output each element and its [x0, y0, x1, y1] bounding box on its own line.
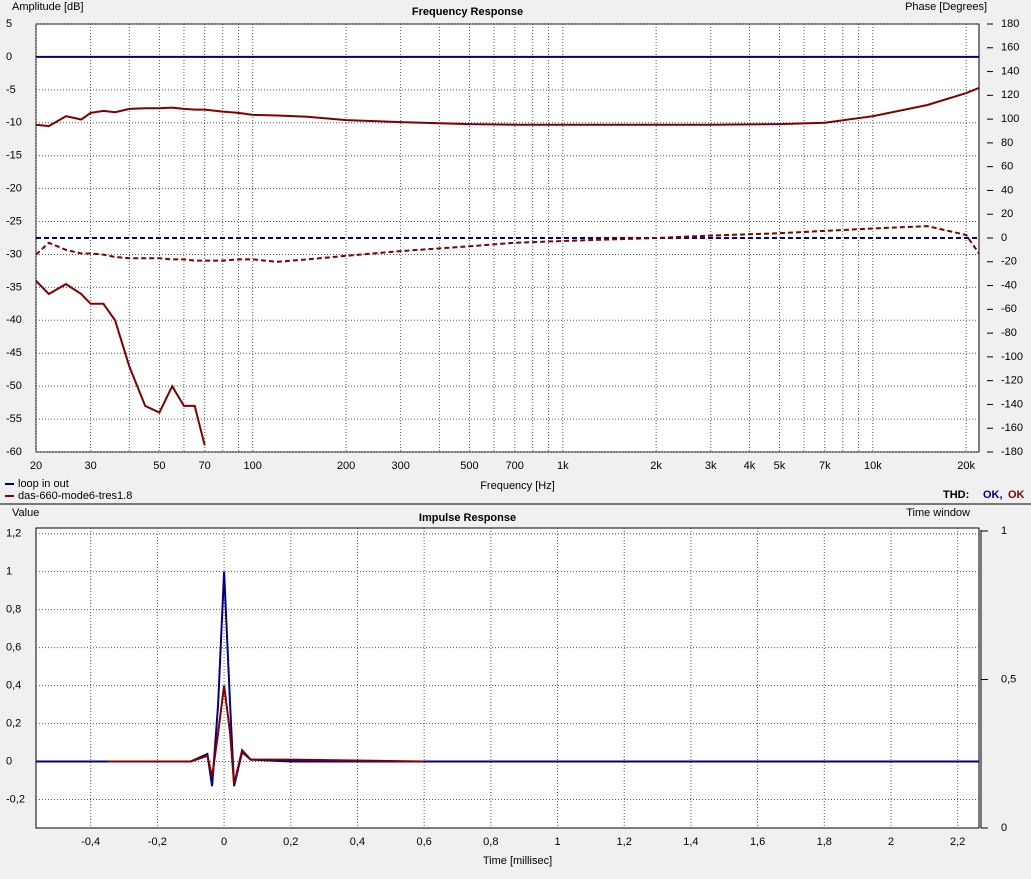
thd-status: OK [1008, 489, 1025, 501]
y-tick-label: -15 [6, 150, 22, 162]
y-tick-label: -5 [6, 84, 16, 96]
x-tick-label: 3k [705, 460, 717, 472]
y2-tick-label: -80 [1001, 327, 1017, 339]
y2-tick-label: -60 [1001, 303, 1017, 315]
y-tick-label: 0,4 [6, 680, 21, 692]
amplitude-line [107, 685, 425, 785]
x-tick-label: 70 [199, 460, 211, 472]
x-tick-label: 0,4 [350, 836, 365, 848]
x-tick-label: 2,2 [950, 836, 965, 848]
x-tick-label: 0 [221, 836, 227, 848]
y2-tick-label: -140 [1001, 398, 1023, 410]
legend-label: das-660-mode6-tres1.8 [18, 490, 132, 502]
legend-label: loop in out [18, 478, 69, 490]
x-tick-label: 700 [506, 460, 524, 472]
x-tick-label: 1 [554, 836, 560, 848]
y2-tick-label: 140 [1001, 65, 1019, 77]
x-tick-label: 0,8 [483, 836, 498, 848]
y2-tick-label: 100 [1001, 113, 1019, 125]
x-axis-label: Frequency [Hz] [480, 480, 555, 492]
y2-tick-label: 120 [1001, 89, 1019, 101]
x-tick-label: 1,2 [617, 836, 632, 848]
chart-title: Frequency Response [412, 6, 523, 18]
y2-tick-label: 80 [1001, 137, 1013, 149]
y-tick-label: -55 [6, 413, 22, 425]
y2-axis-label: Time window [906, 507, 970, 519]
x-tick-label: 5k [774, 460, 786, 472]
y-tick-label: 1 [6, 566, 12, 578]
y2-tick-label: -160 [1001, 422, 1023, 434]
y-tick-label: -35 [6, 281, 22, 293]
x-tick-label: 300 [391, 460, 409, 472]
x-tick-label: 1,8 [817, 836, 832, 848]
y-tick-label: 0 [6, 755, 12, 767]
y2-tick-label: 60 [1001, 161, 1013, 173]
x-tick-label: 7k [819, 460, 831, 472]
plot-area [35, 527, 980, 829]
x-tick-label: 2k [650, 460, 662, 472]
x-tick-label: 1k [557, 460, 569, 472]
y-tick-label: 1,2 [6, 528, 21, 540]
y2-tick-label: 40 [1001, 184, 1013, 196]
y2-tick-label: -180 [1001, 446, 1023, 458]
y2-axis-label: Phase [Degrees] [905, 1, 987, 13]
x-tick-label: 2 [888, 836, 894, 848]
y-tick-label: 0,8 [6, 604, 21, 616]
y-axis-label: Value [12, 507, 39, 519]
y-tick-label: -0,2 [6, 793, 25, 805]
x-tick-label: 30 [84, 460, 96, 472]
y2-tick-label: -40 [1001, 279, 1017, 291]
y-axis-label: Amplitude [dB] [12, 1, 84, 13]
y-tick-label: -40 [6, 314, 22, 326]
y2-tick-label: 20 [1001, 208, 1013, 220]
x-tick-label: 4k [744, 460, 756, 472]
x-tick-label: 1,6 [750, 836, 765, 848]
x-tick-label: 500 [460, 460, 478, 472]
y2-tick-label: 1 [1001, 525, 1007, 537]
x-axis-label: Time [millisec] [483, 855, 552, 867]
y-tick-label: -20 [6, 183, 22, 195]
y2-tick-label: 0,5 [1001, 673, 1016, 685]
y-tick-label: -10 [6, 117, 22, 129]
x-tick-label: 0,2 [283, 836, 298, 848]
x-tick-label: 20 [30, 460, 42, 472]
y2-tick-label: 160 [1001, 42, 1019, 54]
y-tick-label: -25 [6, 215, 22, 227]
y2-tick-label: 0 [1001, 822, 1007, 834]
x-tick-label: 200 [337, 460, 355, 472]
y2-tick-label: -100 [1001, 351, 1023, 363]
y-tick-label: 5 [6, 18, 12, 30]
y-tick-label: -60 [6, 446, 22, 458]
x-tick-label: 0,6 [416, 836, 431, 848]
x-tick-label: 10k [864, 460, 882, 472]
y-tick-label: -30 [6, 248, 22, 260]
x-tick-label: 100 [244, 460, 262, 472]
y2-tick-label: -20 [1001, 256, 1017, 268]
amplitude-line [36, 86, 979, 128]
y-tick-label: -50 [6, 380, 22, 392]
thd-label: THD: [943, 489, 969, 501]
thd-status: OK, [983, 489, 1003, 501]
y2-tick-label: -120 [1001, 375, 1023, 387]
x-tick-label: 1,4 [683, 836, 698, 848]
x-tick-label: 20k [957, 460, 975, 472]
x-tick-label: 50 [153, 460, 165, 472]
phase-line [36, 225, 979, 263]
x-tick-label: -0,2 [148, 836, 167, 848]
y-tick-label: 0,2 [6, 717, 21, 729]
y2-tick-label: 0 [1001, 232, 1007, 244]
y-tick-label: -45 [6, 347, 22, 359]
y2-tick-label: 180 [1001, 18, 1019, 30]
x-tick-label: -0,4 [81, 836, 100, 848]
y-tick-label: 0 [6, 51, 12, 63]
y-tick-label: 0,6 [6, 642, 21, 654]
chart-title: Impulse Response [419, 512, 516, 524]
